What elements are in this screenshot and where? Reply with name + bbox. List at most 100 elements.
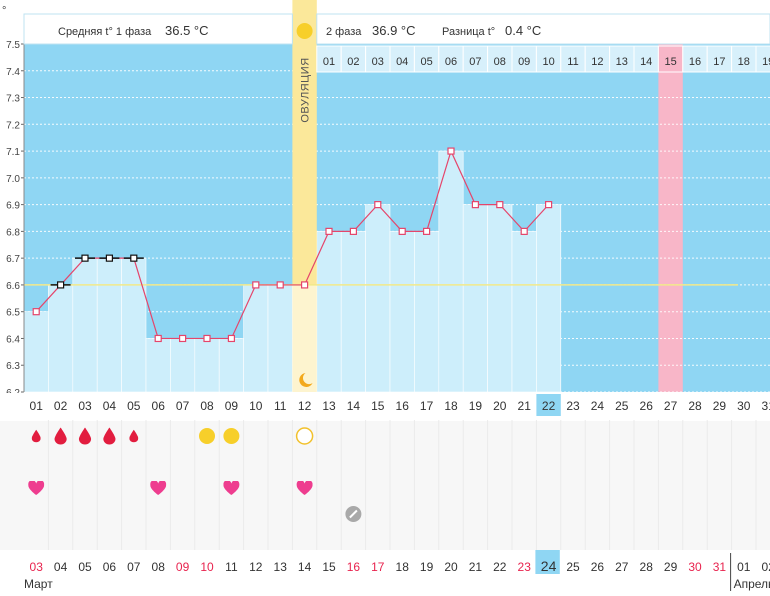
cycle-day-row-bg xyxy=(0,393,770,421)
cycle-day-label: 11 xyxy=(274,399,287,413)
temperature-bar xyxy=(72,257,98,393)
temperature-line xyxy=(35,149,550,340)
temperature-point[interactable] xyxy=(154,334,162,343)
date-label: 05 xyxy=(78,560,92,574)
cycle-day-label: 25 xyxy=(615,399,629,413)
date-label: 01 xyxy=(737,560,751,574)
temperature-point[interactable] xyxy=(374,201,382,209)
date-row-bg xyxy=(0,550,770,591)
dpo-label: 19 xyxy=(762,56,770,68)
temperature-bar xyxy=(340,231,366,393)
dpo-label: 12 xyxy=(591,56,603,68)
cycle-day-label: 24 xyxy=(591,399,605,413)
temperature-point[interactable] xyxy=(398,227,406,235)
date-label: 11 xyxy=(225,560,238,574)
cycle-day-label: 12 xyxy=(298,399,312,413)
dpo-cell xyxy=(706,45,733,73)
dpo-cell xyxy=(535,45,562,73)
date-label: 26 xyxy=(591,560,605,574)
expected-period-column xyxy=(658,44,683,392)
date-label: 02 xyxy=(762,560,770,574)
y-tick-label: 7.5 xyxy=(6,40,20,51)
temperature-point[interactable] xyxy=(325,227,333,235)
y-tick-label: 6.7 xyxy=(6,254,20,265)
cycle-day-label: 14 xyxy=(347,399,361,413)
y-tick-label: 6.6 xyxy=(6,281,20,292)
temperature-point[interactable] xyxy=(105,254,114,262)
today-highlight xyxy=(536,394,561,416)
temperature-point[interactable] xyxy=(56,281,65,289)
temperature-point[interactable] xyxy=(349,227,357,235)
temperature-point[interactable] xyxy=(81,254,89,262)
dpo-label: 05 xyxy=(420,56,432,68)
dpo-label: 17 xyxy=(713,56,725,68)
temperature-point[interactable] xyxy=(423,227,431,235)
cycle-day-label: 01 xyxy=(30,399,44,413)
temperature-bar xyxy=(487,204,513,393)
temperature-bar xyxy=(170,338,196,393)
dpo-cell xyxy=(511,45,537,73)
dpo-cell xyxy=(560,45,586,73)
diff-value: 0.4 °C xyxy=(505,23,541,38)
temperature-point[interactable] xyxy=(496,201,504,209)
dpo-cell xyxy=(389,45,415,73)
temperature-point[interactable] xyxy=(276,281,284,289)
dpo-cell xyxy=(755,45,770,73)
temperature-point[interactable] xyxy=(471,201,479,209)
mucus-outline-icon[interactable] xyxy=(295,427,314,445)
temperature-point[interactable] xyxy=(252,281,260,289)
date-label: 10 xyxy=(200,560,214,574)
date-label: 17 xyxy=(371,560,385,574)
cycle-day-label: 10 xyxy=(249,399,263,413)
date-label: 19 xyxy=(420,560,434,574)
date-label: 04 xyxy=(54,560,68,574)
dpo-cell xyxy=(462,45,489,73)
temperature-point[interactable] xyxy=(203,334,211,343)
cycle-day-label: 02 xyxy=(54,399,68,413)
temperature-point[interactable] xyxy=(130,254,138,262)
temperature-bar xyxy=(243,284,269,393)
cycle-day-label: 17 xyxy=(420,399,434,413)
dpo-cell xyxy=(413,45,440,73)
temperature-point[interactable] xyxy=(520,227,528,235)
date-label: 25 xyxy=(566,560,580,574)
date-label: 16 xyxy=(347,560,361,574)
temperature-point[interactable] xyxy=(179,334,187,343)
y-tick-label: 7.4 xyxy=(6,67,20,78)
cycle-day-label: 30 xyxy=(737,399,751,413)
dpo-label: 04 xyxy=(396,56,408,68)
cycle-day-label: 31 xyxy=(762,399,770,413)
temperature-bar xyxy=(218,338,244,393)
dpo-cell xyxy=(584,45,611,73)
temperature-point[interactable] xyxy=(544,201,553,209)
dpo-label: 07 xyxy=(469,56,481,68)
moon-icon xyxy=(299,373,313,387)
dpo-label: 13 xyxy=(616,56,628,68)
temperature-bar xyxy=(121,257,147,393)
y-axis-unit: ° xyxy=(2,5,6,17)
cycle-day-label: 13 xyxy=(322,399,336,413)
y-tick-label: 7.1 xyxy=(6,147,20,158)
phase1-value: 36.5 °C xyxy=(165,23,209,38)
month-next: Апрель xyxy=(734,577,770,591)
mucus-icon[interactable] xyxy=(199,428,215,444)
temperature-point[interactable] xyxy=(32,308,40,316)
mucus-icon[interactable] xyxy=(223,428,240,444)
date-label: 09 xyxy=(176,560,190,574)
y-tick-label: 6.4 xyxy=(6,334,20,345)
temperature-point[interactable] xyxy=(447,147,455,155)
cycle-day-label: 21 xyxy=(518,399,532,413)
cycle-day-label: 06 xyxy=(152,399,166,413)
temperature-point[interactable] xyxy=(227,334,235,343)
dpo-cell-expected-period xyxy=(657,45,684,73)
dpo-label: 10 xyxy=(542,56,554,68)
temperature-point[interactable] xyxy=(301,281,309,289)
diff-label: Разница t° xyxy=(442,26,495,38)
temperature-bar xyxy=(536,204,562,393)
cycle-day-label: 04 xyxy=(103,399,117,413)
ovulation-column xyxy=(292,0,317,286)
temperature-bar xyxy=(438,150,464,393)
cycle-day-label: 22 xyxy=(542,399,556,413)
